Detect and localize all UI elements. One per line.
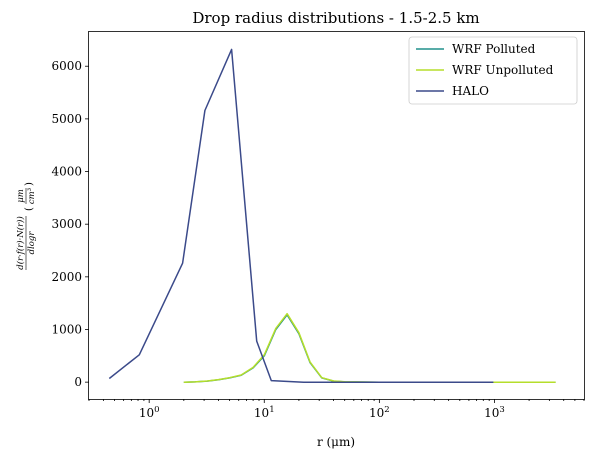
legend: WRF Polluted WRF Unpolluted HALO	[408, 36, 578, 105]
y-label-numerator: d(r·f(r)·N(r))	[15, 216, 26, 270]
y-tick-label: 4000	[51, 165, 82, 179]
y-tick-label: 2000	[51, 270, 82, 284]
y-label-unit-numerator: μm	[16, 189, 26, 203]
legend-frame	[408, 36, 578, 105]
series-line-1	[183, 312, 556, 383]
y-label-open-paren: (	[24, 207, 35, 211]
x-tick-label: 103	[484, 405, 505, 420]
y-label-unit-denominator: cm³	[27, 187, 37, 204]
y-label-close-paren: )	[24, 182, 35, 186]
series-line-0	[183, 314, 556, 383]
y-tick-label: 1000	[51, 322, 82, 336]
y-axis-label: d(r·f(r)·N(r)) dlogr ( μm cm³ )	[15, 182, 37, 270]
series-line-2	[108, 48, 494, 383]
plot-frame	[88, 31, 585, 400]
plot-area: 100 101 102 103 0 1000 2000 3000 4000 5000 6000	[51, 31, 585, 420]
legend-label: WRF Polluted	[452, 42, 536, 56]
legend-label: HALO	[452, 84, 489, 98]
x-tick-label: 100	[139, 405, 160, 420]
x-axis: 100 101 102 103	[88, 399, 585, 420]
legend-label: WRF Unpolluted	[452, 63, 554, 77]
legend-items: WRF Polluted WRF Unpolluted HALO	[416, 42, 554, 98]
y-tick-label: 6000	[51, 59, 82, 73]
x-tick-label: 101	[254, 405, 275, 420]
x-tick-label: 102	[369, 405, 390, 420]
y-label-denominator: dlogr	[27, 231, 37, 255]
y-tick-label: 5000	[51, 112, 82, 126]
series-layer	[108, 48, 556, 383]
chart-title: Drop radius distributions - 1.5-2.5 km	[192, 9, 479, 27]
y-tick-label: 0	[74, 375, 82, 389]
y-axis: 0 1000 2000 3000 4000 5000 6000	[51, 59, 89, 389]
x-axis-label: r (μm)	[317, 435, 355, 449]
y-tick-label: 3000	[51, 217, 82, 231]
